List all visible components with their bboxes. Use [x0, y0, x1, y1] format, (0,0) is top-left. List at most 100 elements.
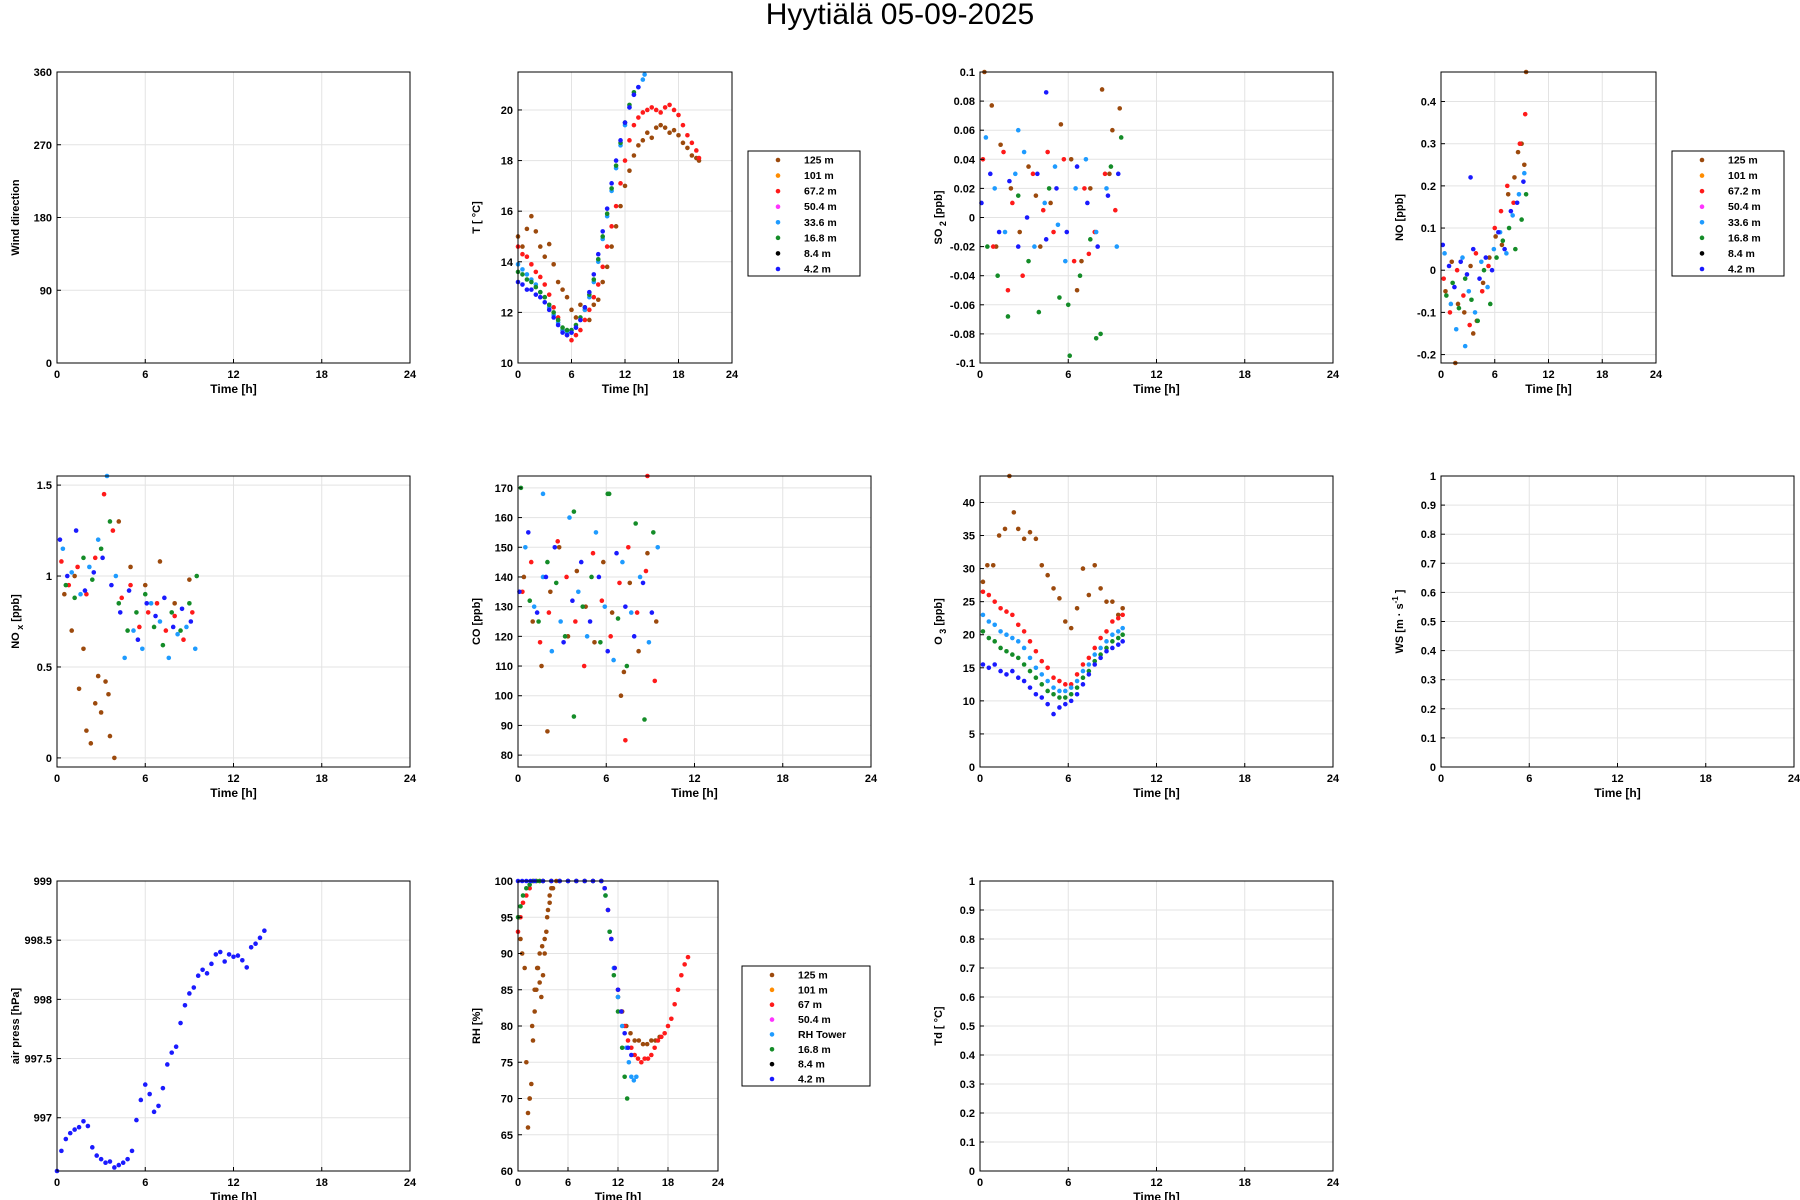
x-tick-label: 18: [1700, 773, 1712, 785]
data-point-o3-4m: [1021, 678, 1027, 684]
data-point-so2-33m: [1063, 258, 1068, 264]
data-point-press-4m: [138, 1097, 144, 1103]
data-point-press-4m: [173, 1044, 179, 1050]
data-point-no-33m: [1479, 259, 1484, 265]
data-point-temp-67m: [653, 107, 659, 113]
x-tick-label: 0: [515, 1177, 521, 1189]
data-point-o3-16m: [1021, 662, 1027, 667]
data-point-temp-4m: [524, 287, 530, 292]
x-tick-label: 0: [1438, 369, 1444, 381]
data-point-rh-67m: [527, 885, 532, 891]
data-point-nox-16m: [142, 591, 148, 597]
y-tick-label: 0.8: [960, 934, 975, 946]
data-point-press-4m: [262, 928, 267, 934]
data-point-temp-67m: [613, 203, 619, 209]
data-point-temp-125m: [609, 244, 614, 249]
data-point-temp-67m: [662, 105, 668, 110]
data-point-nox-33m: [184, 624, 189, 630]
data-point-co-67m: [643, 568, 649, 574]
data-point-temp-125m: [667, 130, 672, 136]
data-point-so2-4m: [1043, 237, 1049, 242]
legend-marker: [769, 987, 775, 993]
data-point-rh-16m: [518, 904, 523, 909]
data-point-temp-16m: [542, 294, 548, 300]
data-point-co-125m: [621, 669, 627, 675]
data-point-rh-125m: [628, 1030, 633, 1036]
data-point-co-16m: [633, 521, 638, 526]
data-point-o3-33m: [1120, 625, 1125, 631]
data-point-so2-125m: [989, 103, 995, 108]
y-axis-label: SO 2 [ppb]: [933, 190, 948, 244]
data-point-no-16m: [1487, 301, 1493, 307]
data-point-co-4m: [543, 574, 549, 580]
data-point-so2-16m: [1093, 335, 1099, 341]
legend-marker: [775, 188, 781, 194]
data-point-so2-4m: [1035, 171, 1040, 177]
y-tick-label: 90: [501, 720, 513, 732]
data-point-nox-33m: [157, 619, 163, 624]
data-point-temp-4m: [529, 287, 534, 292]
data-point-temp-16m: [609, 186, 614, 191]
chart-ws: 0 6 12 18 24 0 0.1 0.2 0.3 0.4 0.5 0.6 0.7 0.8 0.9 1 Tim…: [1391, 471, 1800, 800]
legend-marker: [1699, 219, 1705, 225]
data-point-so2-33m: [1055, 222, 1061, 228]
data-point-o3-125m: [1045, 572, 1050, 578]
y-tick-label: 90: [501, 949, 513, 961]
data-point-temp-4m: [627, 105, 632, 110]
x-tick-label: 18: [1239, 773, 1251, 785]
legend-entry: 67.2 m: [1728, 186, 1761, 198]
x-tick-label: 0: [515, 369, 521, 381]
data-point-press-4m: [165, 1062, 170, 1067]
data-point-temp-67m: [524, 254, 530, 260]
data-point-nox-67m: [181, 637, 186, 642]
x-tick-label: 6: [142, 1177, 148, 1189]
data-point-co-125m: [592, 639, 597, 645]
data-point-o3-4m: [1110, 645, 1115, 651]
data-point-no-4m: [1477, 276, 1482, 281]
chart-o3: 0 6 12 18 24 0 5 10 15 20 25 30 35 40 Time [h] O 3 [ppb…: [933, 473, 1340, 800]
data-point-press-4m: [178, 1020, 183, 1026]
data-point-no-33m: [1522, 170, 1527, 176]
data-point-temp-67m: [591, 294, 597, 300]
data-point-co-67m: [590, 550, 596, 556]
data-point-temp-125m: [618, 203, 623, 209]
data-point-press-4m: [253, 941, 258, 947]
data-point-temp-4m: [595, 251, 601, 257]
legend-entry: 16.8 m: [798, 1044, 831, 1056]
data-point-co-33m: [593, 530, 599, 535]
y-tick-label: 0.02: [954, 183, 975, 195]
data-point-no-67m: [1454, 267, 1460, 273]
data-point-temp-125m: [520, 244, 525, 249]
data-point-temp-67m: [569, 337, 574, 343]
data-point-o3-125m: [1098, 586, 1103, 591]
data-point-no-67m: [1447, 310, 1453, 315]
data-point-co-4m: [587, 619, 593, 624]
data-point-press-4m: [90, 1145, 95, 1150]
data-point-nox-67m: [172, 613, 177, 619]
legend-entry: 16.8 m: [804, 232, 837, 244]
data-point-temp-67m: [640, 110, 646, 115]
y-tick-label: 0.06: [954, 125, 975, 137]
data-point-rh-33m: [634, 1074, 639, 1080]
data-point-nox-16m: [63, 582, 69, 588]
data-point-temp-4m: [569, 330, 574, 335]
data-point-temp-125m: [600, 279, 606, 285]
legend-entry: 50.4 m: [1728, 201, 1761, 213]
data-point-o3-67m: [1033, 648, 1039, 654]
data-point-no-67m: [1467, 322, 1472, 328]
y-axis-label: CO [ppb]: [471, 598, 483, 645]
data-point-press-4m: [235, 953, 241, 958]
y-tick-label: 20: [963, 630, 975, 642]
data-point-rh-125m: [640, 1041, 646, 1047]
data-point-so2-33m: [1042, 200, 1048, 206]
data-point-nox-67m: [84, 591, 89, 597]
data-point-o3-4m: [998, 668, 1003, 674]
legend-marker: [769, 1046, 775, 1052]
data-point-rh-16m: [520, 893, 526, 898]
data-point-so2-33m: [1052, 164, 1058, 169]
data-point-so2-33m: [992, 186, 998, 191]
data-point-temp-125m: [578, 302, 583, 308]
data-point-temp-125m: [640, 138, 646, 143]
data-point-rh-67m: [639, 1059, 644, 1065]
x-tick-label: 6: [1065, 1177, 1071, 1189]
